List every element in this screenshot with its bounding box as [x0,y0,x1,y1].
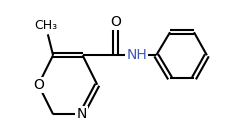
Text: CH₃: CH₃ [34,19,57,32]
Text: NH: NH [126,48,147,62]
Text: O: O [110,15,121,29]
Text: N: N [76,107,87,121]
Text: O: O [33,78,44,92]
